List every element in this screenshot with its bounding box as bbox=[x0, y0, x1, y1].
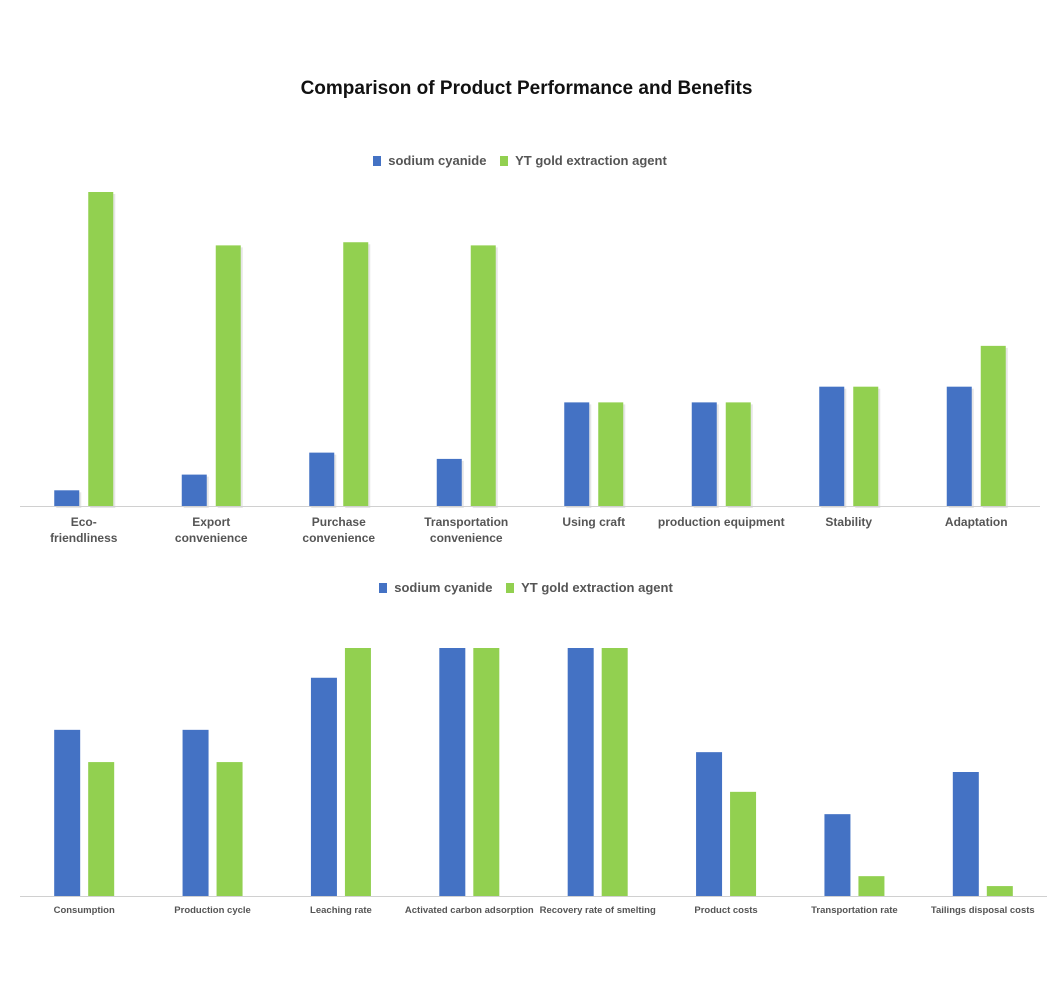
legend-item-sodium-cyanide: sodium cyanide bbox=[379, 580, 492, 595]
bar-sodium-cyanide bbox=[436, 458, 462, 506]
bar-yt-agent bbox=[215, 245, 241, 506]
bar-sodium-cyanide bbox=[819, 386, 845, 506]
legend-top: sodium cyanide YT gold extraction agent bbox=[0, 153, 1040, 168]
bar-sodium-cyanide bbox=[946, 386, 972, 506]
x-tick-label: Adaptation bbox=[945, 515, 1008, 529]
bar-yt-agent bbox=[980, 345, 1006, 506]
x-tick-label: Transportation bbox=[424, 515, 508, 529]
bar-sodium-cyanide bbox=[54, 490, 80, 506]
x-tick-label: friendliness bbox=[50, 531, 118, 545]
bar-yt-agent bbox=[598, 402, 624, 506]
bar-yt-agent bbox=[88, 192, 114, 506]
x-tick-label: convenience bbox=[175, 531, 248, 545]
bar-yt-agent bbox=[343, 242, 369, 507]
x-tick-label: convenience bbox=[302, 531, 375, 545]
legend-label: YT gold extraction agent bbox=[521, 580, 673, 595]
legend-bottom: sodium cyanide YT gold extraction agent bbox=[6, 580, 1046, 595]
x-tick-label: Eco- bbox=[71, 515, 97, 529]
legend-label: YT gold extraction agent bbox=[515, 153, 667, 168]
legend-swatch-green bbox=[506, 583, 515, 593]
legend-swatch-blue bbox=[379, 583, 388, 593]
chart-title: Comparison of Product Performance and Be… bbox=[300, 78, 753, 99]
x-tick-label: Export bbox=[192, 515, 230, 529]
bar-sodium-cyanide bbox=[564, 402, 590, 506]
bar-sodium-cyanide bbox=[181, 474, 207, 506]
bar-sodium-cyanide bbox=[691, 402, 717, 506]
x-tick-label: production equipment bbox=[658, 515, 785, 529]
x-tick-label: Using craft bbox=[562, 515, 625, 529]
legend-label: sodium cyanide bbox=[388, 153, 487, 168]
x-tick-label: convenience bbox=[430, 531, 503, 545]
legend-item-yt-agent: YT gold extraction agent bbox=[506, 580, 673, 595]
legend-item-yt-agent: YT gold extraction agent bbox=[500, 153, 667, 168]
x-tick-label: Purchase bbox=[312, 515, 366, 529]
legend-swatch-blue bbox=[373, 156, 382, 166]
bar-sodium-cyanide bbox=[309, 452, 335, 506]
legend-item-sodium-cyanide: sodium cyanide bbox=[373, 153, 486, 168]
legend-swatch-green bbox=[500, 156, 509, 166]
bar-yt-agent bbox=[725, 402, 751, 506]
legend-label: sodium cyanide bbox=[394, 580, 493, 595]
bar-yt-agent bbox=[853, 386, 879, 506]
x-tick-label: Stability bbox=[825, 515, 872, 529]
bar-yt-agent bbox=[470, 245, 496, 506]
